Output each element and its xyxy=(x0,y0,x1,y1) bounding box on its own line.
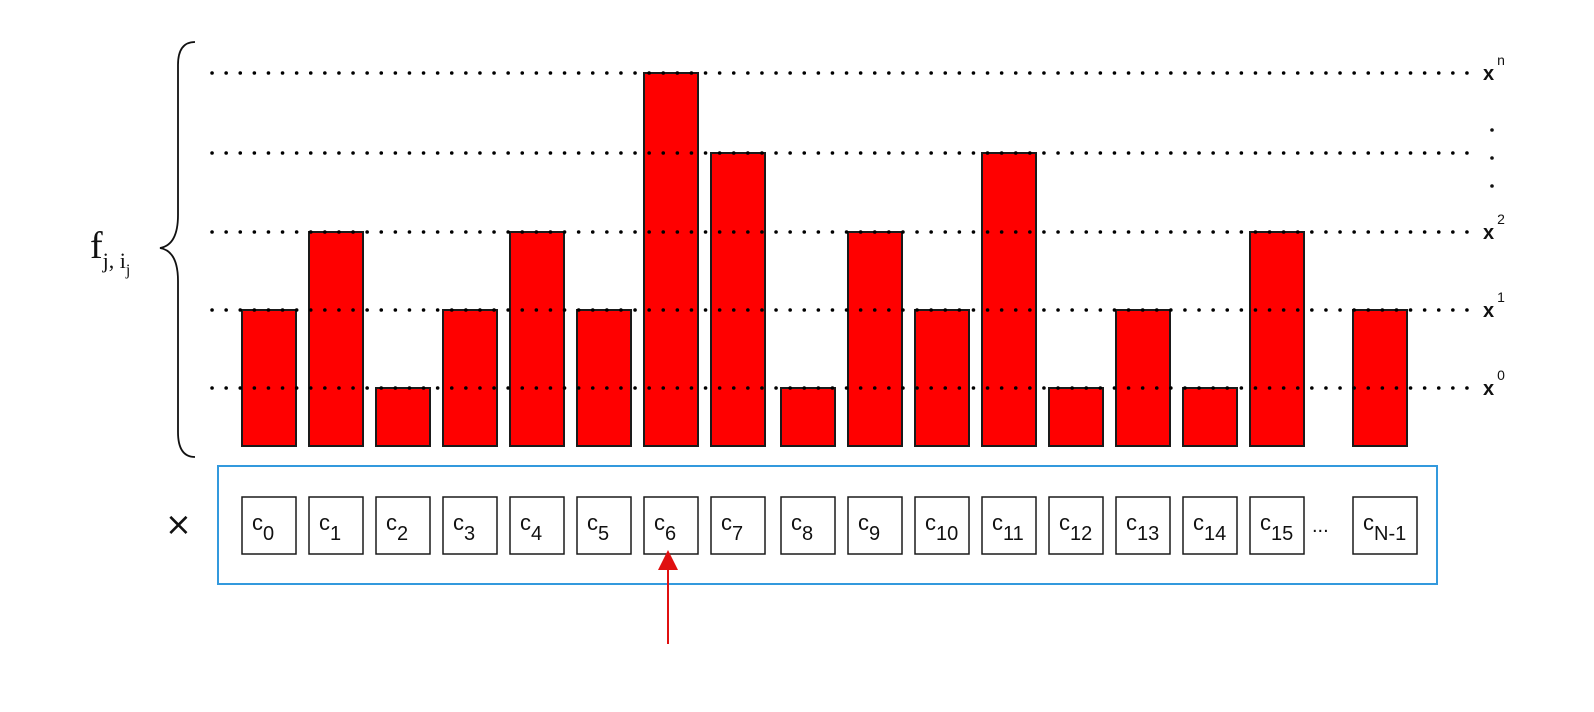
level-label-x1: x1 xyxy=(1483,289,1505,322)
cell-label: c1 xyxy=(319,510,341,545)
coefficient-cell: cN-1 xyxy=(1352,496,1418,555)
bar-c11 xyxy=(981,152,1037,447)
cell-label: c14 xyxy=(1193,510,1226,545)
bar-c10 xyxy=(914,309,970,447)
coefficient-cell: c5 xyxy=(576,496,632,555)
cell-label: c6 xyxy=(654,510,676,545)
cell-label: c7 xyxy=(721,510,743,545)
cell-box xyxy=(442,496,498,555)
cell-ellipsis: ... xyxy=(1312,515,1329,537)
cell-box xyxy=(1182,496,1238,555)
coefficient-cell: c12 xyxy=(1048,496,1104,555)
cell-box xyxy=(1352,496,1418,555)
coefficient-cell: c1 xyxy=(308,496,364,555)
bar-c7 xyxy=(710,152,766,447)
bar-cN-1 xyxy=(1352,309,1408,447)
cell-label: c4 xyxy=(520,510,542,545)
coefficient-cell: c0 xyxy=(241,496,297,555)
bar-c4 xyxy=(509,231,565,447)
cell-box xyxy=(981,496,1037,555)
coefficient-cell: c15 xyxy=(1249,496,1305,555)
coefficient-cell: c7 xyxy=(710,496,766,555)
coefficient-cell: c3 xyxy=(442,496,498,555)
cell-box xyxy=(914,496,970,555)
bar-c9 xyxy=(847,231,903,447)
coefficient-cell: c11 xyxy=(981,496,1037,555)
level-label-xn: xn xyxy=(1483,52,1505,85)
level-ellipsis-dot xyxy=(1490,156,1494,160)
multiply-symbol: × xyxy=(165,505,192,543)
cell-label: c13 xyxy=(1126,510,1159,545)
bar-c13 xyxy=(1115,309,1171,447)
cell-label: c11 xyxy=(992,510,1024,545)
cell-label: c12 xyxy=(1059,510,1092,545)
coefficient-cell: c9 xyxy=(847,496,903,555)
bar-c0 xyxy=(241,309,297,447)
cell-label: c15 xyxy=(1260,510,1293,545)
bar-c12 xyxy=(1048,387,1104,447)
cell-box xyxy=(1115,496,1171,555)
bar-c1 xyxy=(308,231,364,447)
cell-box xyxy=(847,496,903,555)
cell-box xyxy=(576,496,632,555)
coefficient-cell: c2 xyxy=(375,496,431,555)
level-label-x2: x2 xyxy=(1483,211,1505,244)
coefficient-cell: c10 xyxy=(914,496,970,555)
cell-box xyxy=(375,496,431,555)
coefficient-cells-group: c0 c1 c2 c3 c4 c5 c6 c7 c8 c9 c10 c11 c12 c13 c14 c15 cN… xyxy=(241,496,1418,555)
bar-c15 xyxy=(1249,231,1305,447)
cell-label: c2 xyxy=(386,510,408,545)
bar-c3 xyxy=(442,309,498,447)
cell-label: c0 xyxy=(252,510,274,545)
coefficient-cell: c14 xyxy=(1182,496,1238,555)
cell-label: c8 xyxy=(791,510,813,545)
coefficient-cell: c13 xyxy=(1115,496,1171,555)
brace-label: fj, ij xyxy=(90,225,130,279)
cell-label: c3 xyxy=(453,510,475,545)
curly-brace xyxy=(159,41,196,458)
cell-box xyxy=(509,496,565,555)
level-ellipsis-dot xyxy=(1490,128,1494,132)
cell-label: cN-1 xyxy=(1363,510,1406,545)
cell-label: c10 xyxy=(925,510,958,545)
cell-box xyxy=(1048,496,1104,555)
cell-box xyxy=(241,496,297,555)
level-ellipsis-dot xyxy=(1490,184,1494,188)
level-label-x0: x0 xyxy=(1483,367,1505,400)
bars-group xyxy=(241,72,1408,447)
cell-box xyxy=(1249,496,1305,555)
level-lines-group: x0 x1 x2 xn xyxy=(210,52,1505,400)
bar-c6 xyxy=(643,72,699,447)
cell-label: c5 xyxy=(587,510,609,545)
cell-box xyxy=(308,496,364,555)
cell-box xyxy=(780,496,836,555)
bar-c2 xyxy=(375,387,431,447)
coefficient-container xyxy=(217,465,1438,585)
cell-label: c9 xyxy=(858,510,880,545)
bar-c5 xyxy=(576,309,632,447)
coefficient-cell: c6 xyxy=(643,496,699,555)
bar-c8 xyxy=(780,387,836,447)
coefficient-cell: c4 xyxy=(509,496,565,555)
coefficient-cell: c8 xyxy=(780,496,836,555)
cell-box xyxy=(710,496,766,555)
cell-box xyxy=(643,496,699,555)
bar-c14 xyxy=(1182,387,1238,447)
